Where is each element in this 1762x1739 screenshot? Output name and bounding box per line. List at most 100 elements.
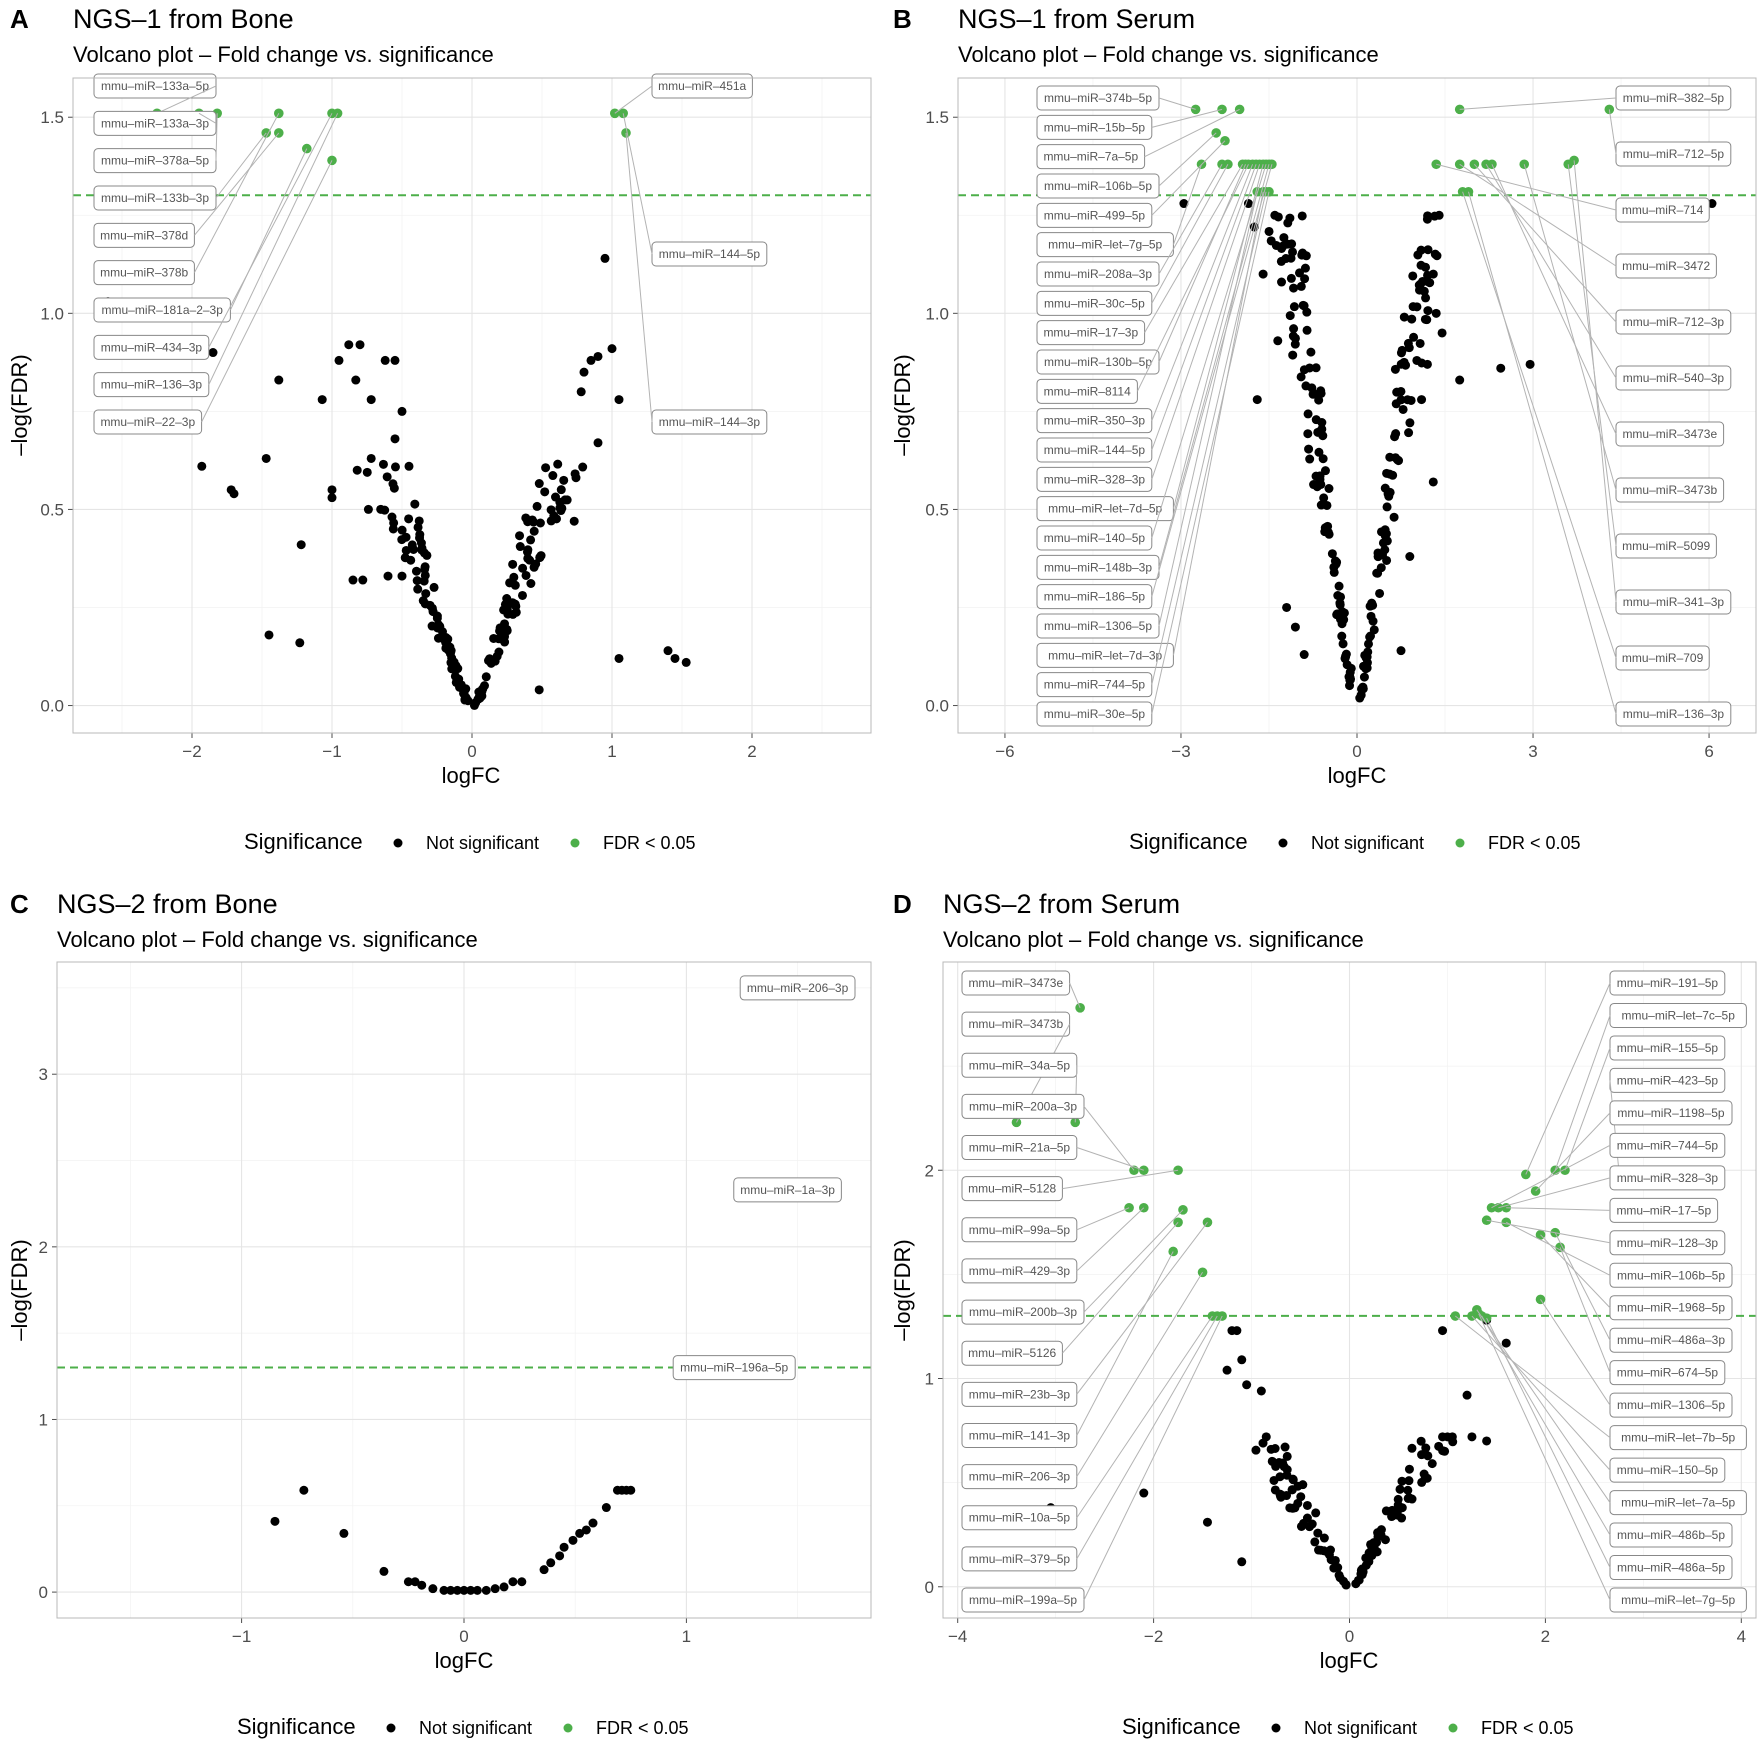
y-tick-label: 3 bbox=[39, 1065, 48, 1084]
label-connector bbox=[1158, 132, 1217, 187]
point-not-significant bbox=[1278, 1458, 1288, 1468]
point-not-significant bbox=[515, 542, 525, 552]
point-not-significant bbox=[1398, 404, 1408, 414]
point-label-text: mmu–miR–30c–5p bbox=[1044, 296, 1145, 310]
point-not-significant bbox=[1381, 1506, 1391, 1516]
label-connector bbox=[1506, 1207, 1611, 1211]
point-label: mmu–miR–3473e bbox=[961, 970, 1071, 996]
point-not-significant bbox=[1282, 602, 1292, 612]
point-not-significant bbox=[1327, 549, 1337, 559]
panel-letter: D bbox=[893, 889, 912, 919]
point-significant bbox=[274, 108, 284, 119]
point-not-significant bbox=[546, 516, 556, 526]
point-not-significant bbox=[1243, 199, 1253, 209]
point-not-significant bbox=[1422, 276, 1432, 286]
point-label: mmu–miR–434–3p bbox=[93, 334, 210, 360]
point-label-text: mmu–miR–206–3p bbox=[747, 981, 849, 995]
point-label: mmu–miR–106b–5p bbox=[1609, 1262, 1733, 1288]
point-label: mmu–miR–712–3p bbox=[1615, 309, 1732, 335]
point-not-significant bbox=[380, 505, 390, 515]
x-tick-label: 1 bbox=[607, 742, 616, 761]
label-connector bbox=[1476, 1309, 1611, 1503]
point-not-significant bbox=[1316, 500, 1326, 510]
label-connector bbox=[1144, 108, 1240, 158]
point-not-significant bbox=[1413, 250, 1423, 260]
point-label: mmu–miR–141–3p bbox=[961, 1422, 1078, 1448]
point-labels: mmu–miR–374b–5p mmu–miR–15b–5p mmu–miR–7a–… bbox=[1036, 85, 1732, 727]
label-connector bbox=[1459, 163, 1617, 267]
point-not-significant bbox=[1325, 1545, 1335, 1555]
point-label-box bbox=[733, 1177, 842, 1203]
x-tick-label: −3 bbox=[1171, 742, 1190, 761]
point-label-text: mmu–miR–709 bbox=[1622, 651, 1704, 665]
point-not-significant bbox=[540, 487, 550, 497]
point-significant bbox=[1486, 1202, 1497, 1213]
point-not-significant bbox=[1270, 210, 1280, 220]
point-label: mmu–miR–128–3p bbox=[1609, 1230, 1726, 1256]
point-not-significant bbox=[1392, 387, 1402, 397]
point-not-significant bbox=[1282, 1451, 1292, 1461]
point-label: mmu–miR–423–5p bbox=[1609, 1067, 1726, 1093]
point-not-significant bbox=[559, 1542, 569, 1552]
point-not-significant bbox=[382, 472, 392, 482]
point-not-significant bbox=[1266, 1444, 1276, 1454]
point-label-text: mmu–miR–328–3p bbox=[1044, 472, 1146, 486]
point-label: mmu–miR–328–3p bbox=[1609, 1165, 1726, 1191]
point-significant bbox=[1168, 1246, 1178, 1257]
point-not-significant bbox=[389, 483, 399, 493]
point-label-text: mmu–miR–3473b bbox=[968, 1017, 1063, 1031]
point-not-significant bbox=[1302, 325, 1312, 335]
point-not-significant bbox=[1353, 1575, 1363, 1585]
point-label: mmu–miR–378b bbox=[93, 260, 195, 286]
y-tick-label: 0 bbox=[925, 1578, 934, 1597]
point-not-significant bbox=[1385, 469, 1395, 479]
point-label-text: mmu–miR–1306–5p bbox=[1044, 619, 1152, 633]
point-label: mmu–miR–486a–5p bbox=[1609, 1555, 1733, 1581]
point-label-text: mmu–miR–let–7d–5p bbox=[1048, 502, 1162, 516]
point-not-significant bbox=[1311, 1508, 1321, 1518]
point-label: mmu–miR–208a–3p bbox=[1036, 261, 1160, 287]
point-not-significant bbox=[1324, 483, 1334, 493]
point-not-significant bbox=[1288, 1475, 1298, 1485]
point-label-text: mmu–miR–17–3p bbox=[1043, 326, 1138, 340]
point-not-significant bbox=[485, 654, 495, 664]
point-not-significant bbox=[499, 1582, 509, 1592]
point-not-significant bbox=[1296, 281, 1306, 291]
point-not-significant bbox=[1319, 493, 1329, 503]
point-not-significant bbox=[1339, 608, 1349, 618]
point-not-significant bbox=[1237, 1557, 1247, 1567]
point-label-text: mmu–miR–3473e bbox=[968, 976, 1063, 990]
point-not-significant bbox=[1394, 456, 1404, 466]
point-not-significant bbox=[348, 575, 358, 585]
point-not-significant bbox=[1338, 639, 1348, 649]
point-not-significant bbox=[1297, 211, 1307, 221]
legend-title: Significance bbox=[1122, 1714, 1241, 1739]
point-not-significant bbox=[600, 253, 610, 263]
point-not-significant bbox=[515, 531, 525, 541]
point-not-significant bbox=[1329, 567, 1339, 577]
label-connector bbox=[1076, 1207, 1130, 1231]
point-not-significant bbox=[1405, 552, 1415, 562]
point-not-significant bbox=[1369, 625, 1379, 635]
point-label-text: mmu–miR–17–5p bbox=[1616, 1203, 1711, 1217]
panel-letter: B bbox=[893, 4, 912, 34]
x-axis-title: logFC bbox=[442, 763, 501, 788]
point-not-significant bbox=[404, 514, 414, 524]
label-connector bbox=[1076, 1207, 1145, 1272]
legend-label-not-significant: Not significant bbox=[1311, 833, 1424, 853]
legend: Significance Not significant FDR < 0.05 bbox=[1122, 1714, 1574, 1739]
point-not-significant bbox=[1422, 359, 1432, 369]
point-not-significant bbox=[1330, 1555, 1340, 1565]
y-tick-label: 1 bbox=[925, 1370, 934, 1389]
point-not-significant bbox=[481, 1585, 491, 1595]
point-not-significant bbox=[1390, 364, 1400, 374]
point-label-text: mmu–miR–30e–5p bbox=[1044, 707, 1146, 721]
point-not-significant bbox=[1287, 1485, 1297, 1495]
point-not-significant bbox=[1382, 502, 1392, 512]
point-not-significant bbox=[1421, 1443, 1431, 1453]
label-connector bbox=[1525, 982, 1611, 1175]
point-label: mmu–miR–191–5p bbox=[1609, 970, 1726, 996]
legend-label-significant: FDR < 0.05 bbox=[603, 833, 696, 853]
point-not-significant bbox=[1417, 395, 1427, 405]
label-connector bbox=[208, 113, 333, 348]
